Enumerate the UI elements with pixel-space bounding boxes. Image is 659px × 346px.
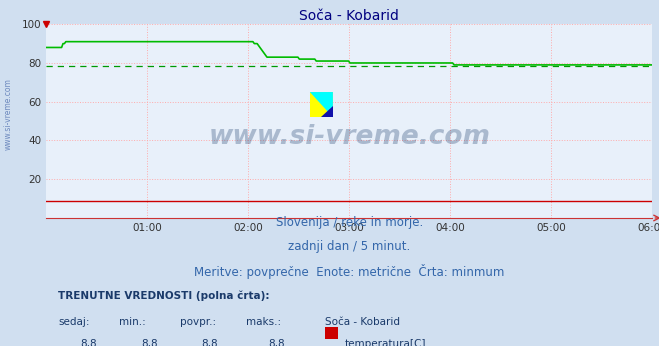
Text: 8,8: 8,8 bbox=[202, 339, 218, 346]
Text: zadnji dan / 5 minut.: zadnji dan / 5 minut. bbox=[288, 240, 411, 253]
Text: www.si-vreme.com: www.si-vreme.com bbox=[208, 124, 490, 149]
Text: temperatura[C]: temperatura[C] bbox=[345, 339, 426, 346]
Text: TRENUTNE VREDNOSTI (polna črta):: TRENUTNE VREDNOSTI (polna črta): bbox=[58, 291, 270, 301]
Text: Soča - Kobarid: Soča - Kobarid bbox=[325, 317, 400, 327]
Text: sedaj:: sedaj: bbox=[58, 317, 90, 327]
Text: 8,8: 8,8 bbox=[268, 339, 285, 346]
Text: Slovenija / reke in morje.: Slovenija / reke in morje. bbox=[275, 216, 423, 229]
Text: povpr.:: povpr.: bbox=[179, 317, 215, 327]
Polygon shape bbox=[322, 106, 333, 117]
Text: 8,8: 8,8 bbox=[80, 339, 97, 346]
Text: Meritve: povprečne  Enote: metrične  Črta: minmum: Meritve: povprečne Enote: metrične Črta:… bbox=[194, 264, 504, 279]
Text: 8,8: 8,8 bbox=[141, 339, 158, 346]
Title: Soča - Kobarid: Soča - Kobarid bbox=[299, 9, 399, 23]
Text: min.:: min.: bbox=[119, 317, 146, 327]
Polygon shape bbox=[310, 92, 333, 117]
Text: maks.:: maks.: bbox=[246, 317, 281, 327]
Text: www.si-vreme.com: www.si-vreme.com bbox=[4, 78, 13, 150]
Bar bbox=[325, 327, 338, 343]
Bar bbox=[310, 92, 333, 117]
